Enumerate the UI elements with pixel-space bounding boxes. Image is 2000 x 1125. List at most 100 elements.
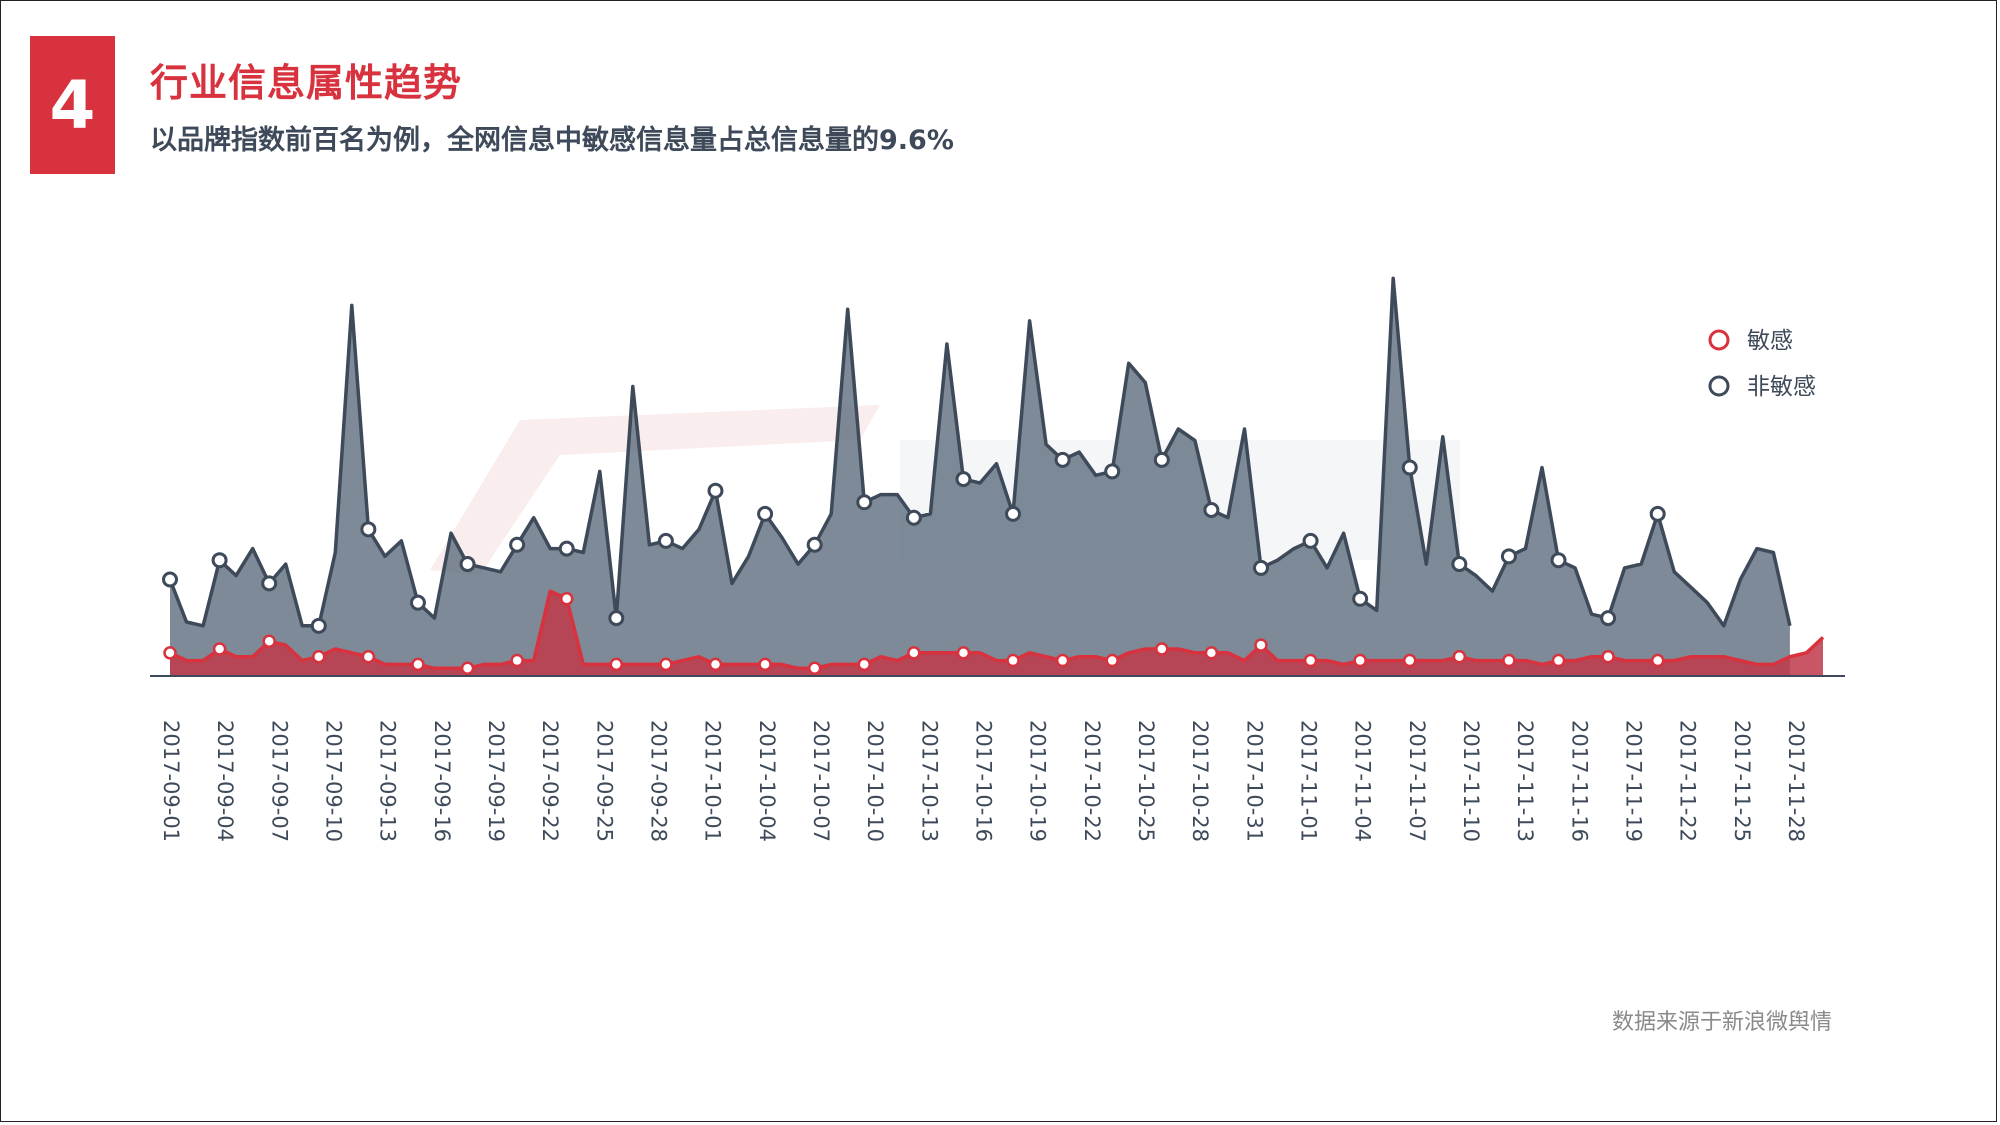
x-tick-label: 2017-10-13 <box>917 720 941 842</box>
sensitive-point <box>659 657 673 672</box>
x-tick-label: 2017-10-28 <box>1188 720 1212 842</box>
x-tick-label: 2017-09-22 <box>538 720 562 842</box>
non-sensitive-point <box>261 575 278 592</box>
section-number-badge: 4 <box>30 36 115 174</box>
x-tick-label: 2017-10-25 <box>1134 720 1158 842</box>
non-sensitive-line <box>168 276 1792 628</box>
x-tick-label: 2017-10-22 <box>1080 720 1104 842</box>
sensitive-point <box>361 649 376 664</box>
non-sensitive-point <box>905 509 922 526</box>
non-sensitive-point <box>1352 590 1369 607</box>
x-tick-label: 2017-11-07 <box>1405 720 1429 842</box>
non-sensitive-point <box>1401 459 1418 476</box>
x-tick-label: 2017-11-01 <box>1297 720 1321 842</box>
non-sensitive-point <box>162 571 178 588</box>
non-sensitive-point <box>211 552 228 569</box>
sensitive-point <box>212 642 227 656</box>
non-sensitive-point <box>558 540 575 557</box>
non-sensitive-point <box>1600 610 1617 627</box>
sensitive-point <box>907 646 921 660</box>
x-tick-label: 2017-11-10 <box>1459 720 1483 842</box>
non-sensitive-point <box>707 482 724 499</box>
legend-marker <box>1708 329 1730 351</box>
x-tick-label: 2017-11-19 <box>1622 720 1646 842</box>
x-tick-label: 2017-09-19 <box>484 720 508 842</box>
page-title: 行业信息属性趋势 <box>150 61 463 105</box>
sensitive-point <box>807 661 822 676</box>
sensitive-point <box>956 646 971 660</box>
non-sensitive-point <box>1054 451 1071 468</box>
non-sensitive-point <box>1649 505 1666 522</box>
x-tick-label: 2017-11-16 <box>1567 720 1591 842</box>
non-sensitive-point <box>1252 559 1269 576</box>
non-sensitive-point <box>806 536 823 553</box>
x-tick-label: 2017-11-13 <box>1513 720 1537 842</box>
non-sensitive-point <box>1500 548 1517 565</box>
sensitive-point <box>1452 649 1467 664</box>
sensitive-point <box>312 649 326 664</box>
x-tick-label: 2017-11-25 <box>1730 720 1754 842</box>
x-tick-label: 2017-09-01 <box>159 720 183 842</box>
non-sensitive-point <box>856 494 873 511</box>
sensitive-point <box>1155 642 1169 656</box>
legend-marker <box>1708 375 1730 397</box>
sensitive-point <box>1303 653 1318 668</box>
sensitive-point <box>1353 653 1367 668</box>
non-sensitive-point <box>1451 556 1468 573</box>
x-tick-label: 2017-11-04 <box>1351 720 1375 842</box>
x-tick-label: 2017-09-07 <box>267 720 291 842</box>
non-sensitive-point <box>608 610 625 627</box>
sensitive-point <box>1551 653 1566 668</box>
x-tick-label: 2017-09-10 <box>322 720 346 842</box>
x-tick-label: 2017-10-16 <box>972 720 996 842</box>
sensitive-point <box>460 661 475 676</box>
sensitive-point <box>857 657 872 672</box>
non-sensitive-point <box>955 471 972 488</box>
sensitive-point <box>609 657 624 672</box>
non-sensitive-point <box>1153 451 1170 468</box>
sensitive-point <box>262 634 276 649</box>
sensitive-point <box>708 657 723 672</box>
sensitive-point <box>1403 653 1417 668</box>
x-tick-label: 2017-11-28 <box>1784 720 1808 842</box>
x-tick-label: 2017-09-28 <box>647 720 671 842</box>
non-sensitive-point <box>409 594 426 611</box>
x-tick-label: 2017-11-22 <box>1676 720 1700 842</box>
sensitive-point <box>1204 646 1219 660</box>
non-sensitive-point <box>1005 505 1022 522</box>
non-sensitive-point <box>1104 463 1121 480</box>
x-tick-label: 2017-09-04 <box>213 720 237 842</box>
sensitive-point <box>510 653 524 668</box>
sensitive-point <box>1502 653 1516 668</box>
x-tick-label: 2017-10-07 <box>809 720 833 842</box>
sensitive-point <box>1601 649 1615 664</box>
page-subtitle: 以品牌指数前百名为例，全网信息中敏感信息量占总信息量的9.6% <box>150 125 954 156</box>
non-sensitive-point <box>1550 552 1567 569</box>
sensitive-point <box>411 657 425 672</box>
non-sensitive-point <box>509 536 526 553</box>
non-sensitive-point <box>360 521 377 538</box>
sensitive-point <box>1006 653 1020 668</box>
sensitive-point <box>559 592 574 606</box>
non-sensitive-point <box>657 532 674 549</box>
non-sensitive-point <box>757 505 774 522</box>
legend-label: 非敏感 <box>1747 374 1816 400</box>
data-source-note: 数据来源于新浪微舆情 <box>1612 1010 1833 1035</box>
sensitive-line <box>169 589 1825 671</box>
x-tick-label: 2017-10-10 <box>863 720 887 842</box>
legend-label: 敏感 <box>1747 328 1793 354</box>
x-tick-label: 2017-09-13 <box>376 720 400 842</box>
non-sensitive-point <box>1203 502 1220 519</box>
sensitive-point <box>1254 638 1268 652</box>
sensitive-area <box>170 591 1823 676</box>
non-sensitive-point <box>310 617 327 634</box>
non-sensitive-point <box>1302 532 1319 549</box>
x-tick-label: 2017-10-04 <box>755 720 779 842</box>
non-sensitive-area <box>170 278 1790 676</box>
x-tick-label: 2017-10-01 <box>701 720 725 842</box>
sensitive-point <box>1055 653 1070 668</box>
x-tick-label: 2017-10-31 <box>1242 720 1266 842</box>
x-tick-label: 2017-10-19 <box>1026 720 1050 842</box>
x-tick-label: 2017-09-25 <box>592 720 616 842</box>
